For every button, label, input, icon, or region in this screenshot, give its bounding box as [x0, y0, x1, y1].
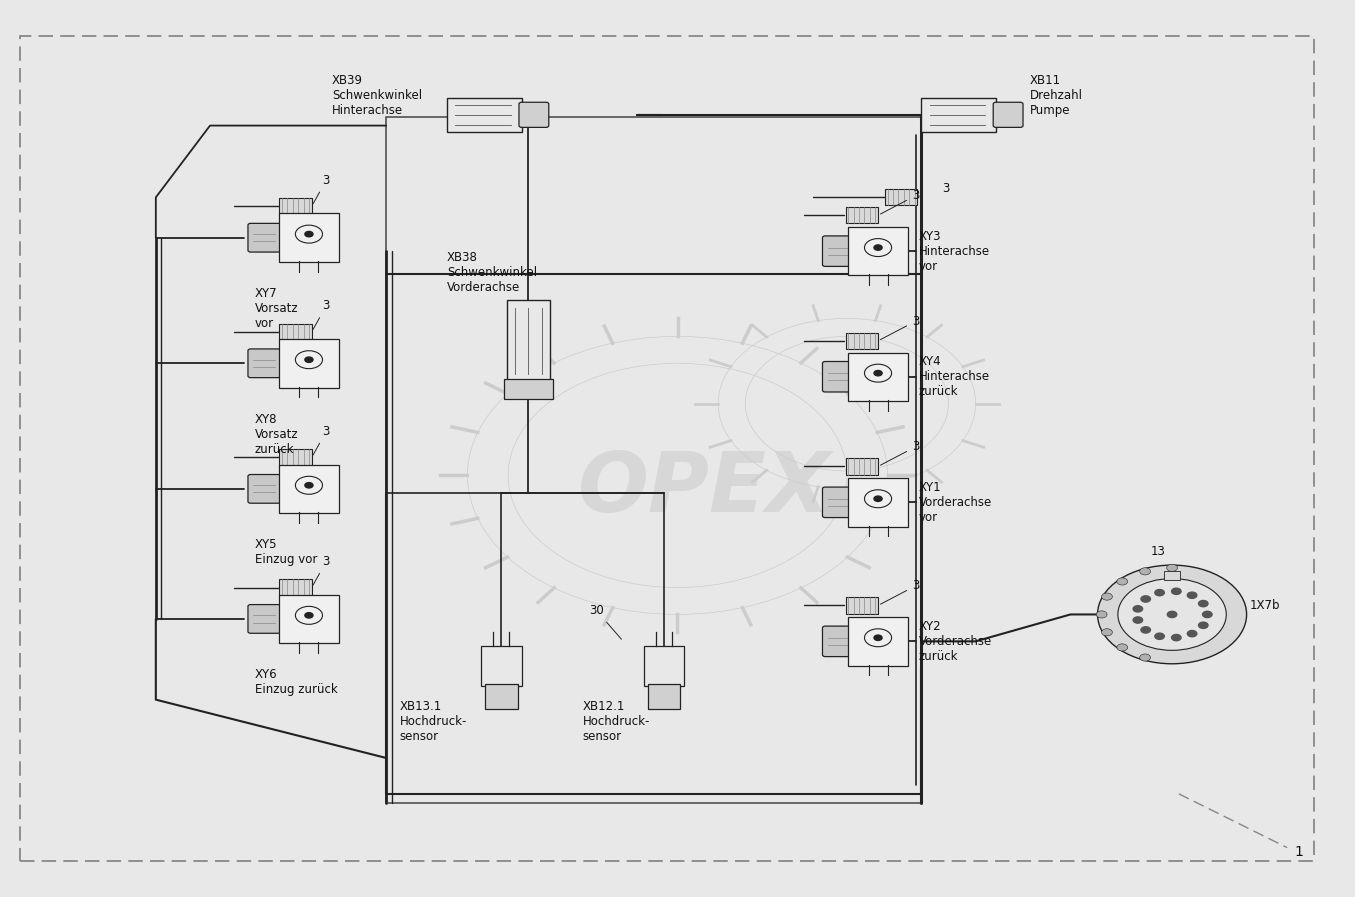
FancyBboxPatch shape: [519, 102, 549, 127]
Text: 3: 3: [881, 315, 919, 340]
Circle shape: [874, 496, 882, 501]
Text: 3: 3: [313, 425, 329, 455]
Text: 3: 3: [313, 174, 329, 204]
FancyBboxPatch shape: [248, 349, 280, 378]
Text: 1X7b: 1X7b: [1249, 599, 1280, 612]
Circle shape: [305, 483, 313, 488]
FancyBboxPatch shape: [848, 353, 908, 401]
FancyBboxPatch shape: [279, 595, 339, 643]
Circle shape: [1118, 579, 1226, 650]
Circle shape: [1154, 589, 1164, 596]
Circle shape: [305, 613, 313, 618]
FancyBboxPatch shape: [248, 223, 280, 252]
Text: 3: 3: [942, 182, 948, 195]
FancyBboxPatch shape: [822, 487, 858, 518]
FancyBboxPatch shape: [279, 465, 339, 513]
Bar: [1164, 571, 1180, 580]
Bar: [846, 458, 878, 475]
Bar: [846, 333, 878, 349]
Circle shape: [1117, 644, 1127, 651]
Text: 3: 3: [881, 440, 919, 466]
Circle shape: [1141, 596, 1150, 602]
Bar: [507, 300, 550, 381]
Text: XY3
Hinterachse
vor: XY3 Hinterachse vor: [919, 230, 989, 273]
Circle shape: [874, 635, 882, 640]
Bar: [921, 98, 996, 132]
Text: XY4
Hinterachse
zurück: XY4 Hinterachse zurück: [919, 355, 989, 398]
Text: XY5
Einzug vor: XY5 Einzug vor: [255, 538, 317, 566]
Circle shape: [1117, 578, 1127, 585]
Bar: [485, 684, 518, 709]
Bar: [846, 207, 878, 223]
Text: OPEX: OPEX: [579, 448, 831, 529]
Text: XB12.1
Hochdruck-
sensor: XB12.1 Hochdruck- sensor: [583, 700, 650, 743]
FancyBboxPatch shape: [279, 213, 339, 262]
Bar: [279, 324, 312, 340]
FancyBboxPatch shape: [848, 227, 908, 275]
Bar: [386, 117, 921, 803]
Text: XB11
Drehzahl
Pumpe: XB11 Drehzahl Pumpe: [1030, 74, 1083, 118]
FancyBboxPatch shape: [248, 605, 280, 633]
Bar: [885, 189, 917, 205]
Circle shape: [1133, 605, 1142, 612]
Text: 30: 30: [589, 605, 622, 640]
FancyBboxPatch shape: [993, 102, 1023, 127]
Circle shape: [1140, 654, 1150, 661]
Bar: [846, 597, 878, 614]
Circle shape: [1167, 564, 1177, 571]
Text: 3: 3: [313, 300, 329, 329]
Text: XY8
Vorsatz
zurück: XY8 Vorsatz zurück: [255, 413, 298, 456]
Circle shape: [1102, 629, 1112, 636]
Text: 3: 3: [313, 555, 329, 585]
Circle shape: [1172, 634, 1182, 640]
Text: XY2
Vorderachse
zurück: XY2 Vorderachse zurück: [919, 620, 992, 663]
Bar: [481, 646, 522, 686]
Bar: [279, 579, 312, 596]
Circle shape: [1102, 593, 1112, 600]
Circle shape: [1199, 623, 1209, 629]
Circle shape: [1203, 612, 1213, 617]
Circle shape: [1141, 627, 1150, 633]
Text: 3: 3: [881, 189, 919, 214]
Circle shape: [1154, 633, 1164, 640]
Text: 13: 13: [1152, 545, 1165, 558]
Circle shape: [305, 231, 313, 237]
Circle shape: [305, 357, 313, 362]
Text: XB39
Schwenkwinkel
Hinterachse: XB39 Schwenkwinkel Hinterachse: [332, 74, 423, 118]
Text: XY6
Einzug zurück: XY6 Einzug zurück: [255, 668, 337, 696]
Circle shape: [1172, 588, 1182, 595]
Bar: [648, 684, 680, 709]
Circle shape: [1187, 631, 1196, 637]
FancyBboxPatch shape: [822, 361, 858, 392]
Bar: [644, 646, 684, 686]
Text: XB13.1
Hochdruck-
sensor: XB13.1 Hochdruck- sensor: [400, 700, 467, 743]
FancyBboxPatch shape: [248, 475, 280, 503]
Bar: [447, 98, 522, 132]
Text: XY7
Vorsatz
vor: XY7 Vorsatz vor: [255, 287, 298, 330]
Circle shape: [1199, 600, 1209, 606]
FancyBboxPatch shape: [848, 478, 908, 527]
Circle shape: [874, 370, 882, 376]
FancyBboxPatch shape: [822, 236, 858, 266]
Circle shape: [1167, 612, 1176, 617]
Text: 3: 3: [881, 579, 919, 605]
Circle shape: [1140, 568, 1150, 575]
Bar: [504, 379, 553, 399]
Circle shape: [1096, 611, 1107, 618]
Circle shape: [1098, 565, 1247, 664]
Text: XB38
Schwenkwinkel
Vorderachse: XB38 Schwenkwinkel Vorderachse: [447, 251, 538, 294]
Bar: [279, 449, 312, 466]
Circle shape: [1133, 617, 1142, 623]
Text: 1: 1: [1294, 845, 1304, 859]
Circle shape: [874, 245, 882, 250]
Text: XY1
Vorderachse
vor: XY1 Vorderachse vor: [919, 481, 992, 524]
Circle shape: [1187, 592, 1196, 598]
FancyBboxPatch shape: [279, 339, 339, 388]
FancyBboxPatch shape: [848, 617, 908, 666]
FancyBboxPatch shape: [822, 626, 858, 657]
Bar: [279, 198, 312, 214]
